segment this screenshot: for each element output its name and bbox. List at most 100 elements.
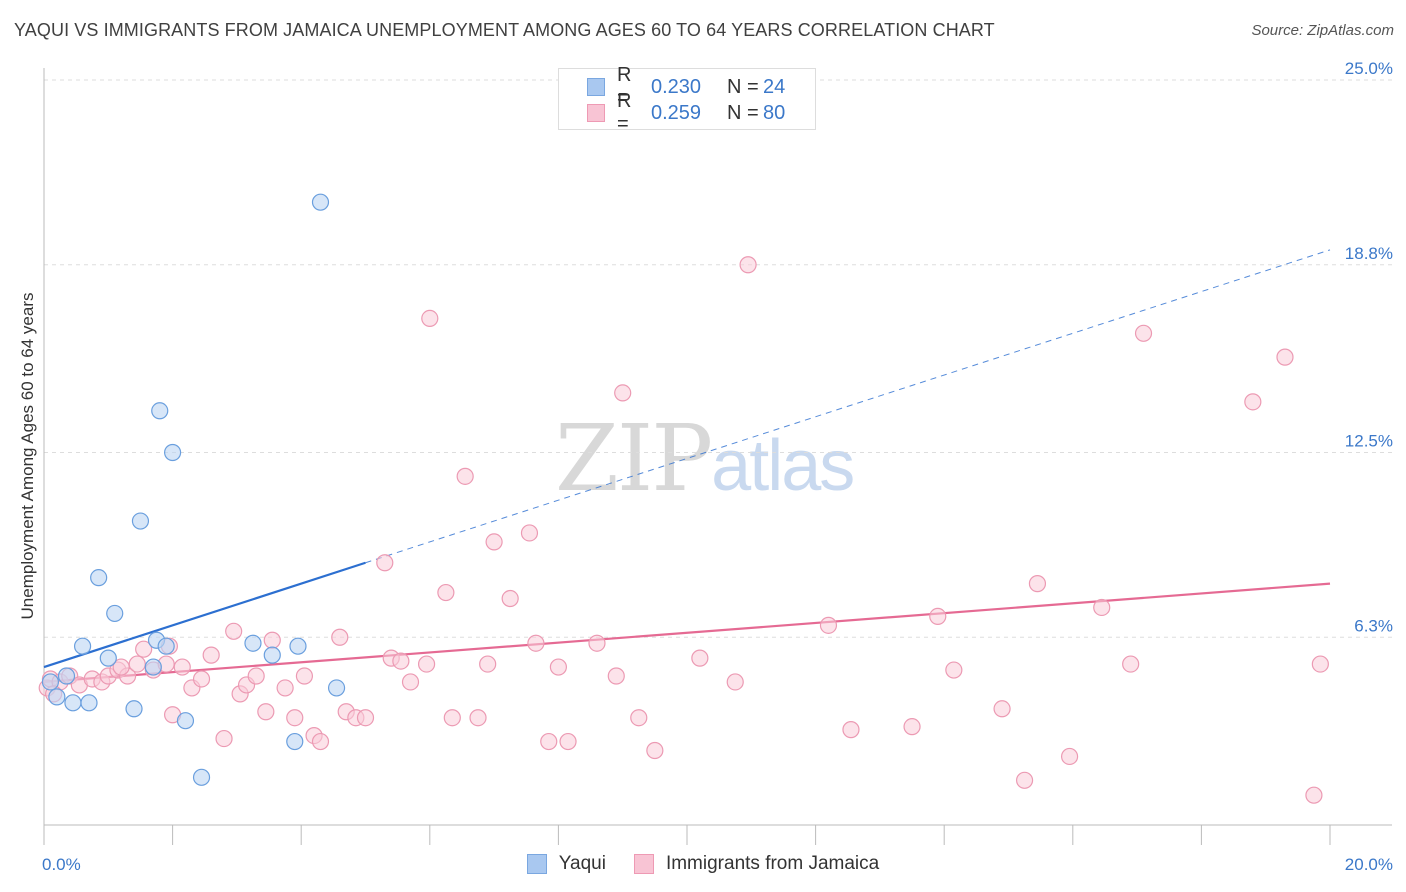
watermark-atlas: atlas bbox=[711, 426, 855, 506]
tick-labels: 6.3% 12.5% 18.8% 25.0% 0.0% 20.0% bbox=[42, 59, 1393, 874]
jamaica-point bbox=[614, 384, 632, 402]
yaqui-point bbox=[80, 694, 98, 712]
jamaica-point bbox=[356, 709, 375, 727]
x-tick-label: 20.0% bbox=[1345, 855, 1393, 874]
yaqui-point bbox=[286, 732, 304, 751]
jamaica-point bbox=[1015, 771, 1034, 789]
yaqui-point bbox=[125, 700, 143, 718]
jamaica-point bbox=[135, 640, 153, 658]
legend-n-label: N = bbox=[727, 75, 759, 98]
jamaica-point bbox=[112, 658, 130, 676]
jamaica-point bbox=[263, 631, 281, 649]
legend-r-label: R = bbox=[617, 64, 632, 109]
watermark: ZIPatlas bbox=[555, 405, 855, 512]
legend-r-label: R = bbox=[617, 90, 632, 135]
yaqui-point bbox=[73, 637, 92, 655]
yaqui-point bbox=[176, 712, 195, 730]
jamaica-point bbox=[295, 667, 314, 685]
legend-label-yaqui: Yaqui bbox=[558, 853, 606, 874]
data-points bbox=[38, 193, 1329, 804]
yaqui-point bbox=[289, 637, 307, 655]
y-tick-label: 12.5% bbox=[1345, 432, 1393, 451]
jamaica-point bbox=[215, 729, 233, 748]
jamaica-point bbox=[128, 655, 146, 673]
jamaica-point bbox=[945, 661, 963, 679]
jamaica-point bbox=[1244, 393, 1262, 411]
jamaica-point bbox=[819, 616, 838, 634]
series-legend: Yaqui Immigrants from Jamaica bbox=[0, 852, 1406, 876]
legend-row-jamaica: R = 0.259 N = 80 bbox=[559, 90, 786, 135]
jamaica-point bbox=[1134, 324, 1153, 342]
yaqui-point bbox=[99, 649, 117, 667]
yaqui-trend-line bbox=[43, 561, 366, 669]
jamaica-trend-line bbox=[43, 582, 1331, 684]
jamaica-point bbox=[1276, 348, 1294, 366]
jamaica-point bbox=[1311, 655, 1329, 673]
yaqui-point bbox=[151, 402, 169, 420]
legend-n-value: 80 bbox=[763, 101, 786, 124]
jamaica-point bbox=[691, 649, 709, 667]
jamaica-point bbox=[588, 634, 606, 652]
legend-label-jamaica: Immigrants from Jamaica bbox=[665, 853, 880, 874]
jamaica-point bbox=[469, 709, 487, 727]
jamaica-point bbox=[607, 667, 625, 685]
x-tick-label: 0.0% bbox=[42, 855, 81, 874]
yaqui-point bbox=[157, 637, 175, 655]
legend-swatch-jamaica bbox=[633, 854, 654, 874]
source-label: Source: ZipAtlas.com bbox=[1251, 22, 1394, 39]
jamaica-point bbox=[331, 628, 349, 646]
jamaica-point bbox=[437, 583, 455, 602]
legend-n-value: 24 bbox=[763, 75, 786, 98]
legend-swatch-jamaica bbox=[587, 104, 605, 122]
yaqui-point bbox=[57, 667, 76, 685]
jamaica-point bbox=[1122, 655, 1140, 673]
yaqui-point bbox=[41, 673, 60, 691]
jamaica-point bbox=[646, 741, 664, 760]
jamaica-point bbox=[485, 533, 503, 551]
jamaica-point bbox=[311, 732, 330, 751]
yaqui-point bbox=[311, 193, 330, 211]
jamaica-point bbox=[527, 634, 545, 652]
axes bbox=[43, 68, 1392, 845]
gridlines bbox=[44, 79, 1392, 638]
jamaica-point bbox=[376, 554, 394, 572]
jamaica-point bbox=[520, 524, 539, 542]
legend-item-jamaica[interactable]: Immigrants from Jamaica bbox=[633, 853, 880, 875]
y-tick-label: 25.0% bbox=[1345, 59, 1393, 78]
yaqui-trend-extension bbox=[365, 249, 1331, 564]
yaqui-point bbox=[64, 694, 82, 712]
correlation-legend: R = 0.230 N = 24 R = 0.259 N = 80 bbox=[558, 64, 816, 135]
legend-r-value: 0.259 bbox=[651, 101, 702, 124]
jamaica-point bbox=[559, 732, 577, 751]
jamaica-point bbox=[903, 718, 921, 736]
legend-r-value: 0.230 bbox=[651, 75, 702, 98]
yaqui-point bbox=[327, 679, 346, 697]
jamaica-point bbox=[540, 732, 558, 751]
watermark-zip: ZIP bbox=[555, 405, 713, 512]
yaqui-point bbox=[164, 443, 182, 462]
jamaica-point bbox=[726, 673, 744, 691]
jamaica-point bbox=[202, 646, 220, 664]
jamaica-point bbox=[286, 709, 304, 727]
yaqui-point bbox=[90, 569, 108, 587]
yaqui-point bbox=[106, 604, 124, 623]
jamaica-point bbox=[1028, 575, 1047, 593]
jamaica-point bbox=[417, 655, 436, 673]
jamaica-point bbox=[443, 709, 461, 727]
legend-item-yaqui[interactable]: Yaqui bbox=[526, 853, 606, 875]
jamaica-point bbox=[630, 709, 648, 727]
jamaica-point bbox=[479, 655, 497, 673]
yaqui-point bbox=[48, 688, 66, 706]
legend-row-yaqui: R = 0.230 N = 24 bbox=[559, 64, 786, 109]
yaqui-point bbox=[244, 634, 262, 652]
jamaica-point bbox=[842, 721, 860, 739]
jamaica-point bbox=[247, 667, 265, 685]
jamaica-point bbox=[456, 467, 474, 485]
jamaica-point bbox=[1093, 598, 1111, 617]
legend-swatch-yaqui bbox=[587, 78, 605, 96]
jamaica-point bbox=[501, 589, 519, 608]
jamaica-point bbox=[1060, 747, 1079, 766]
y-tick-label: 6.3% bbox=[1354, 616, 1393, 635]
yaqui-point bbox=[192, 768, 211, 786]
y-tick-label: 18.8% bbox=[1345, 244, 1393, 263]
